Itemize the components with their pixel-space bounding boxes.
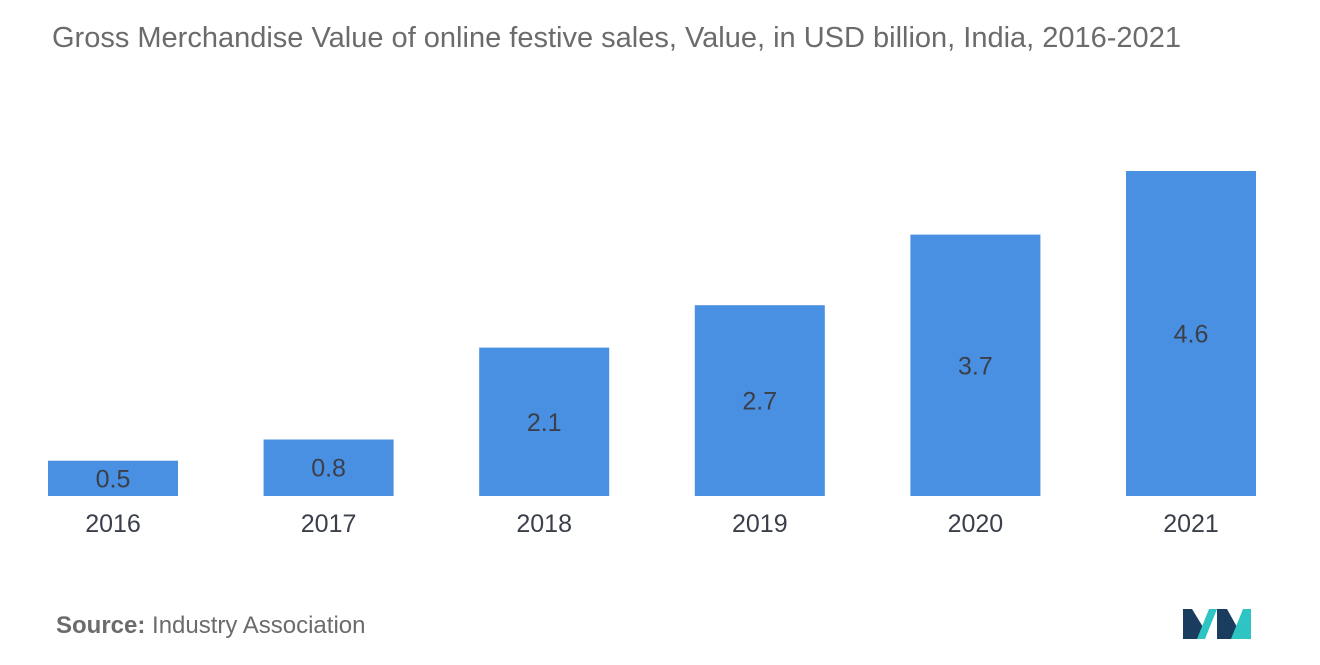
bar-2020: [910, 234, 1041, 496]
bar-value-label-2019: 2.7: [742, 388, 777, 416]
x-tick-label-2019: 2019: [732, 510, 788, 538]
bar-value-label-2021: 4.6: [1174, 321, 1209, 349]
x-tick-label-2020: 2020: [948, 510, 1004, 538]
bar-2016: [48, 460, 178, 496]
bar-2021: [1126, 171, 1256, 496]
bar-2017: [263, 439, 394, 496]
mordor-intelligence-logo-icon: [1183, 609, 1251, 639]
x-tick-label-2017: 2017: [301, 510, 357, 538]
bar-2018: [479, 347, 610, 496]
bar-labels-group: 0.5 0.8 2.1 2.7 3.7 4.6: [96, 321, 1209, 494]
bar-value-label-2017: 0.8: [311, 455, 346, 483]
source-label: Source:: [56, 612, 146, 639]
source-text: Industry Association: [152, 612, 366, 639]
bars-group: [48, 171, 1256, 496]
bar-value-label-2018: 2.1: [527, 409, 562, 437]
bar-value-label-2020: 3.7: [958, 352, 993, 380]
x-tick-label-2016: 2016: [85, 510, 141, 538]
x-axis-ticks: 2016 2017 2018 2019 2020 2021: [85, 510, 1219, 538]
x-tick-label-2021: 2021: [1163, 510, 1219, 538]
x-tick-label-2018: 2018: [516, 510, 572, 538]
bar-2019: [694, 305, 825, 496]
bar-value-label-2016: 0.5: [96, 465, 131, 493]
source-note: Source: Industry Association: [56, 612, 365, 640]
chart-title: Gross Merchandise Value of online festiv…: [52, 22, 1181, 54]
